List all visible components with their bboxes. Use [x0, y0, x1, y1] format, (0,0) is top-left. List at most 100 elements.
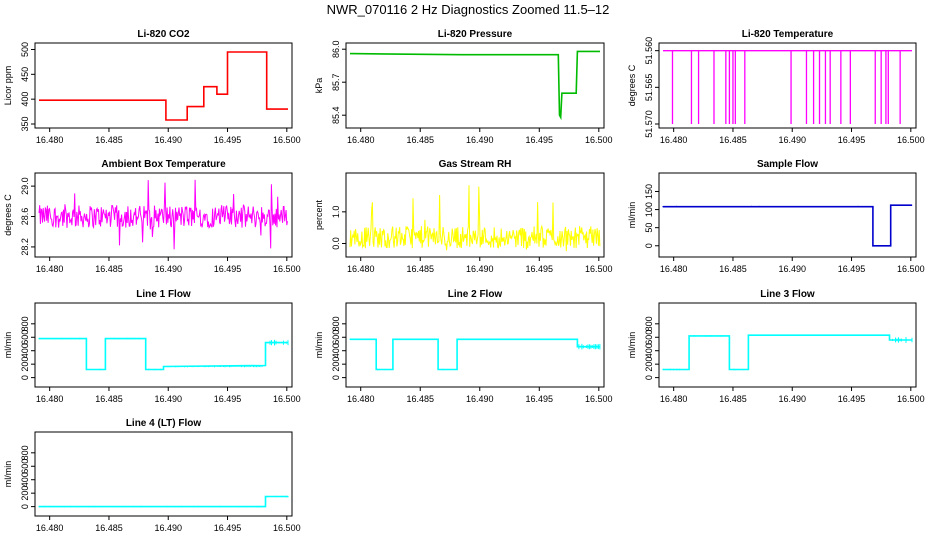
x-tick-label: 16.500 — [897, 264, 925, 274]
x-tick-label: 16.495 — [526, 394, 554, 404]
panel-line4: Line 4 (LT) Flow 16.480 16.485 16.490 16.495… — [3, 418, 301, 533]
y-tick-label: 28.2 — [20, 238, 30, 256]
x-tick-label: 16.490 — [154, 394, 182, 404]
x-tick-label: 16.485 — [95, 394, 123, 404]
panel-rh: Gas Stream RH 16.480 16.485 16.490 16.495 16.… — [314, 159, 613, 274]
plot-frame — [34, 431, 293, 517]
panel-title: Li-820 Pressure — [438, 29, 513, 40]
x-tick-label: 16.480 — [36, 264, 64, 274]
plot-frame — [345, 42, 605, 129]
x-tick-label: 16.485 — [406, 135, 434, 145]
y-tick-label: 0 — [644, 243, 654, 248]
y-tick-label: 0 — [331, 375, 341, 380]
y-tick-label: 400 — [331, 343, 341, 358]
y-tick-label: 400 — [20, 92, 30, 107]
x-tick-label: 16.485 — [719, 394, 747, 404]
series-noise — [38, 337, 289, 371]
y-tick-label: 51.570 — [644, 110, 654, 138]
x-tick-label: 16.490 — [154, 523, 182, 533]
x-tick-label: 16.495 — [214, 523, 242, 533]
y-axis-label: ml/min — [627, 202, 637, 229]
plot-frame — [658, 172, 917, 258]
x-tick-label: 16.500 — [585, 394, 613, 404]
series-noise — [38, 495, 289, 508]
y-tick-label: 800 — [20, 445, 30, 460]
y-tick-label: 200 — [331, 357, 341, 372]
y-tick-label: 600 — [20, 459, 30, 474]
x-tick-label: 16.480 — [347, 135, 375, 145]
y-tick-label: 200 — [20, 357, 30, 372]
panel-line1: Line 1 Flow 16.480 16.485 16.490 16.495 16.50… — [3, 289, 301, 404]
panel-co2: Li-820 CO2 16.480 16.485 16.490 16.495 16.500… — [3, 29, 301, 145]
y-tick-label: 800 — [20, 316, 30, 331]
y-tick-label: 100 — [644, 202, 654, 217]
x-tick-label: 16.500 — [585, 135, 613, 145]
x-tick-label: 16.480 — [660, 135, 688, 145]
plot-frame — [345, 302, 605, 388]
y-tick-label: 350 — [20, 116, 30, 131]
series-noise — [349, 338, 601, 371]
panel-title: Line 4 (LT) Flow — [126, 418, 202, 429]
x-tick-label: 16.495 — [214, 394, 242, 404]
y-axis-label: Licor ppm — [3, 66, 13, 106]
panel-line2: Line 2 Flow 16.480 16.485 16.490 16.495 16.50… — [314, 289, 613, 404]
series-line — [349, 50, 600, 121]
y-tick-label: 400 — [644, 343, 654, 358]
x-tick-label: 16.495 — [526, 264, 554, 274]
y-tick-label: 86.0 — [331, 40, 341, 58]
y-tick-label: 85.7 — [331, 73, 341, 91]
x-tick-label: 16.480 — [347, 264, 375, 274]
x-tick-label: 16.485 — [719, 135, 747, 145]
x-tick-label: 16.490 — [154, 264, 182, 274]
plot-frame — [658, 42, 917, 129]
panel-title: Line 1 Flow — [136, 289, 191, 300]
y-tick-label: 450 — [20, 67, 30, 82]
panel-line3: Line 3 Flow 16.480 16.485 16.490 16.495 16.50… — [627, 289, 925, 404]
panel-title: Line 3 Flow — [760, 289, 815, 300]
x-tick-label: 16.490 — [778, 135, 806, 145]
y-tick-label: 0 — [644, 375, 654, 380]
x-tick-label: 16.485 — [719, 264, 747, 274]
y-axis-label: degrees C — [627, 64, 637, 106]
plot-frame — [345, 172, 605, 258]
y-tick-label: 600 — [20, 330, 30, 345]
y-tick-label: 29.0 — [20, 177, 30, 195]
x-tick-label: 16.500 — [273, 394, 301, 404]
series-line — [39, 51, 288, 121]
y-tick-label: 800 — [331, 316, 341, 331]
x-tick-label: 16.495 — [838, 135, 866, 145]
x-tick-label: 16.480 — [36, 394, 64, 404]
x-tick-label: 16.500 — [585, 264, 613, 274]
x-tick-label: 16.485 — [406, 394, 434, 404]
series-line — [663, 334, 912, 371]
panel-title: Gas Stream RH — [439, 159, 512, 170]
y-tick-label: 85.4 — [331, 106, 341, 124]
y-tick-label: 500 — [20, 42, 30, 57]
y-axis-label: ml/min — [3, 332, 13, 359]
y-axis-label: degrees C — [3, 194, 13, 236]
x-tick-label: 16.485 — [95, 523, 123, 533]
x-tick-label: 16.495 — [526, 135, 554, 145]
y-tick-label: 51.560 — [644, 37, 654, 65]
x-tick-label: 16.480 — [347, 394, 375, 404]
x-tick-label: 16.500 — [273, 135, 301, 145]
series-line — [39, 495, 288, 508]
y-tick-label: 600 — [644, 330, 654, 345]
x-tick-label: 16.490 — [778, 264, 806, 274]
y-tick-label: 150 — [644, 184, 654, 199]
x-tick-label: 16.500 — [273, 523, 301, 533]
series-line — [350, 338, 600, 371]
panel-ambient: Ambient Box Temperature 16.480 16.485 16.49… — [3, 159, 301, 274]
y-tick-label: 400 — [20, 343, 30, 358]
y-tick-label: 200 — [20, 486, 30, 501]
y-axis-label: ml/min — [3, 461, 13, 488]
x-tick-label: 16.485 — [406, 264, 434, 274]
x-tick-label: 16.495 — [838, 264, 866, 274]
x-tick-label: 16.490 — [466, 394, 494, 404]
panel-title: Sample Flow — [757, 159, 818, 170]
y-tick-label: 0.0 — [331, 237, 341, 250]
plot-frame — [34, 172, 293, 258]
series-line — [663, 204, 912, 247]
y-tick-label: 51.565 — [644, 74, 654, 102]
